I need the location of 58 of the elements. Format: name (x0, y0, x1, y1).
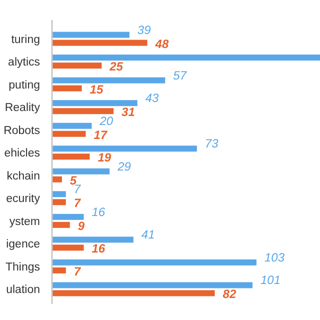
bar (52, 236, 134, 243)
bar (52, 146, 197, 152)
y-tick-label: ystem (9, 216, 40, 228)
bar (52, 290, 215, 296)
bar (52, 130, 86, 137)
bar (52, 222, 70, 228)
y-tick-label: alytics (8, 56, 40, 69)
data-label: 16 (92, 204, 106, 219)
data-label: 48 (154, 36, 169, 51)
y-tick-label: ehicles (4, 148, 40, 160)
data-label: 103 (264, 250, 285, 264)
data-label: 20 (98, 114, 114, 128)
y-tick-label: Robots (4, 124, 40, 137)
bar (52, 85, 82, 92)
bar (52, 62, 102, 69)
bar (52, 54, 320, 61)
data-label: 16 (92, 242, 106, 256)
y-tick-label: igence (6, 238, 40, 251)
bar (52, 214, 84, 220)
y-tick-label: Things (5, 261, 40, 274)
y-tick-label: ulation (6, 284, 40, 296)
y-tick-label: turing (11, 34, 40, 46)
data-label: 9 (78, 218, 85, 233)
bar (52, 168, 110, 174)
data-label: 7 (74, 264, 82, 278)
bar (52, 282, 253, 288)
bar (52, 244, 84, 251)
data-label: 57 (173, 68, 188, 82)
data-label: 25 (108, 60, 124, 74)
bar (52, 32, 130, 38)
data-label: 43 (145, 91, 160, 106)
data-label: 7 (74, 196, 82, 210)
data-label: 39 (137, 22, 152, 37)
data-label: 73 (204, 136, 219, 151)
y-tick-label: kchain (6, 170, 40, 182)
y-tick-label: Reality (4, 102, 40, 114)
bar (52, 191, 66, 198)
data-label: 101 (260, 273, 281, 288)
data-label: 82 (222, 287, 236, 302)
data-label: 19 (98, 150, 112, 165)
bar (52, 176, 62, 182)
data-label: 41 (141, 228, 155, 242)
bar (52, 267, 66, 274)
bar (52, 259, 256, 266)
y-tick-label: ecurity (6, 193, 40, 206)
bar (52, 100, 138, 106)
data-label: 17 (94, 128, 108, 142)
data-label: 15 (90, 82, 104, 96)
data-label: 29 (116, 159, 132, 174)
bar (52, 77, 166, 84)
bar (52, 40, 148, 46)
bar (52, 108, 114, 114)
y-tick-label: puting (8, 79, 40, 92)
bar (52, 122, 92, 129)
bar (52, 154, 90, 160)
data-label: 5 (70, 173, 77, 188)
data-label: 31 (122, 105, 136, 120)
bar (52, 199, 66, 206)
